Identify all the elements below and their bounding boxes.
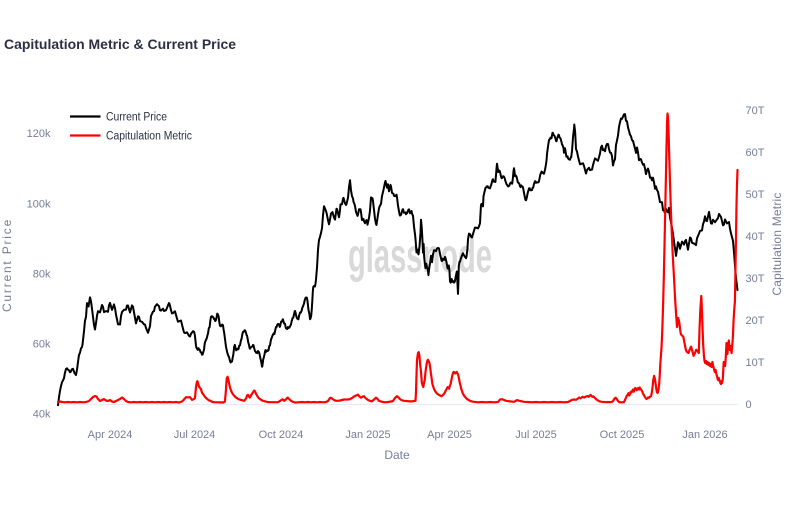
svg-text:Jul 2025: Jul 2025 (515, 429, 557, 441)
svg-text:Capitulation Metric & Current: Capitulation Metric & Current Price (4, 37, 236, 52)
svg-text:60k: 60k (33, 339, 51, 351)
svg-text:50T: 50T (746, 189, 765, 201)
svg-text:Oct 2024: Oct 2024 (259, 429, 304, 441)
svg-text:Jul 2024: Jul 2024 (174, 429, 216, 441)
svg-text:Capitulation Metric: Capitulation Metric (106, 131, 192, 143)
svg-text:100k: 100k (27, 199, 51, 211)
svg-text:20T: 20T (746, 315, 765, 327)
svg-text:Current Price: Current Price (0, 218, 14, 312)
svg-text:Capitulation Metric: Capitulation Metric (770, 192, 784, 295)
svg-text:40k: 40k (33, 409, 51, 421)
svg-text:Jan 2025: Jan 2025 (345, 429, 390, 441)
svg-text:Apr 2024: Apr 2024 (88, 429, 133, 441)
svg-text:Date: Date (384, 448, 410, 462)
svg-text:60T: 60T (746, 147, 765, 159)
svg-text:80k: 80k (33, 269, 51, 281)
svg-text:120k: 120k (27, 128, 51, 140)
svg-text:10T: 10T (746, 357, 765, 369)
svg-text:0: 0 (746, 399, 752, 411)
svg-text:Apr 2025: Apr 2025 (427, 429, 472, 441)
svg-text:Jan 2026: Jan 2026 (682, 429, 727, 441)
svg-text:70T: 70T (746, 105, 765, 117)
svg-text:40T: 40T (746, 231, 765, 243)
svg-text:Oct 2025: Oct 2025 (600, 429, 645, 441)
svg-text:Current Price: Current Price (106, 112, 167, 124)
svg-text:30T: 30T (746, 273, 765, 285)
